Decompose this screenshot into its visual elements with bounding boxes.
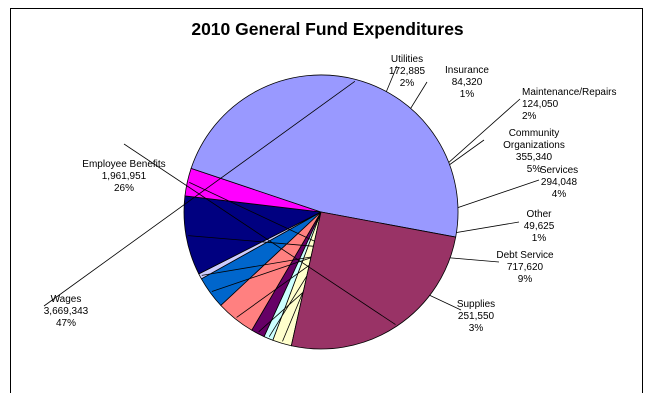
svg-text:2%: 2% xyxy=(522,111,537,122)
svg-text:Organizations: Organizations xyxy=(503,140,565,151)
svg-text:Maintenance/Repairs: Maintenance/Repairs xyxy=(522,87,617,98)
svg-text:49,625: 49,625 xyxy=(524,221,555,232)
svg-text:9%: 9% xyxy=(518,274,533,285)
svg-text:717,620: 717,620 xyxy=(507,262,544,273)
svg-text:84,320: 84,320 xyxy=(452,77,483,88)
svg-text:172,885: 172,885 xyxy=(389,66,426,77)
svg-text:Supplies: Supplies xyxy=(457,299,495,310)
svg-text:Wages: Wages xyxy=(51,294,82,305)
svg-text:2%: 2% xyxy=(400,78,415,89)
pie-slice-debt-service xyxy=(183,195,323,275)
svg-text:1,961,951: 1,961,951 xyxy=(102,171,147,182)
svg-text:1%: 1% xyxy=(532,233,547,244)
chart-title: 2010 General Fund Expenditures xyxy=(191,19,464,39)
svg-text:355,340: 355,340 xyxy=(516,152,553,163)
svg-text:Employee Benefits: Employee Benefits xyxy=(82,159,165,170)
svg-text:5%: 5% xyxy=(527,164,542,175)
svg-text:Other: Other xyxy=(526,209,552,220)
leader-line-employee-benefits xyxy=(123,143,396,325)
svg-text:4%: 4% xyxy=(552,189,567,200)
chart-area: 2010 General Fund Expenditures Utilities… xyxy=(10,8,643,393)
leader-line-wages xyxy=(43,80,356,307)
svg-text:3,669,343: 3,669,343 xyxy=(44,306,89,317)
svg-text:1%: 1% xyxy=(460,89,475,100)
pie-slice-employee-benefits xyxy=(290,211,457,350)
svg-text:47%: 47% xyxy=(56,318,76,329)
svg-text:Utilities: Utilities xyxy=(391,54,423,65)
svg-text:Debt Service: Debt Service xyxy=(496,250,554,261)
svg-text:251,550: 251,550 xyxy=(458,311,495,322)
svg-text:Services: Services xyxy=(540,165,578,176)
svg-text:294,048: 294,048 xyxy=(541,177,578,188)
pie-slice-wages xyxy=(190,74,459,238)
svg-text:26%: 26% xyxy=(114,183,134,194)
svg-text:Community: Community xyxy=(509,128,560,139)
svg-text:Insurance: Insurance xyxy=(445,65,489,76)
svg-text:3%: 3% xyxy=(469,323,484,334)
svg-text:124,050: 124,050 xyxy=(522,99,559,110)
